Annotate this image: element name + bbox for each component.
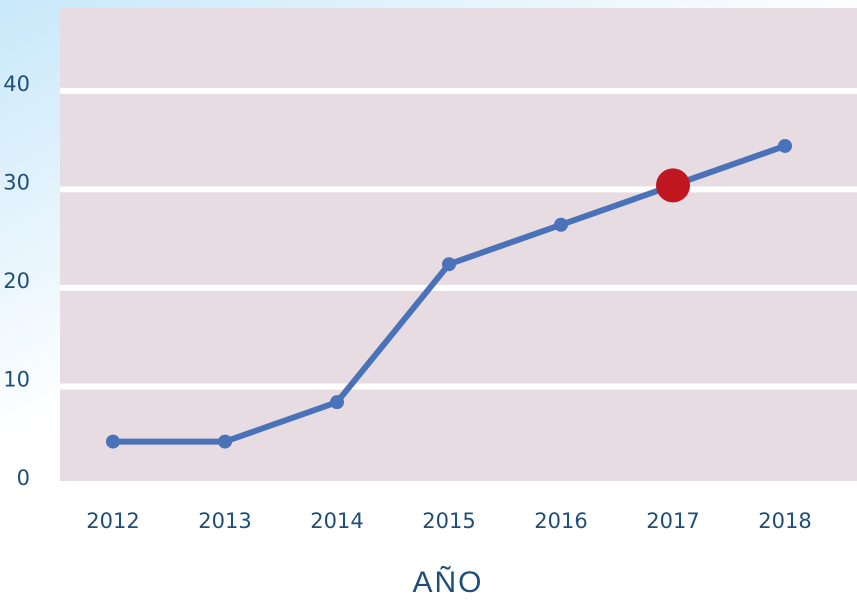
x-tick-label: 2017 <box>646 509 699 533</box>
point <box>778 138 792 153</box>
x-axis-label: AÑO <box>412 565 483 599</box>
x-tick-label: 2013 <box>198 509 251 533</box>
y-tick-label: 20 <box>3 269 30 293</box>
x-tick-label: 2012 <box>86 509 139 533</box>
y-tick-label: 10 <box>3 367 30 391</box>
y-tick-label: 0 <box>17 466 30 490</box>
highlight-point <box>656 168 690 203</box>
x-tick-label: 2015 <box>422 509 475 533</box>
x-tick-label: 2016 <box>534 509 587 533</box>
y-tick-label: 30 <box>3 170 30 194</box>
x-tick-label: 2014 <box>310 509 363 533</box>
y-tick-label: 40 <box>3 72 30 96</box>
point <box>106 434 120 449</box>
point <box>554 217 568 232</box>
point <box>218 434 232 449</box>
x-tick-label: 2018 <box>758 509 811 533</box>
plot-area <box>60 8 857 481</box>
point <box>442 257 456 272</box>
point <box>330 395 344 410</box>
